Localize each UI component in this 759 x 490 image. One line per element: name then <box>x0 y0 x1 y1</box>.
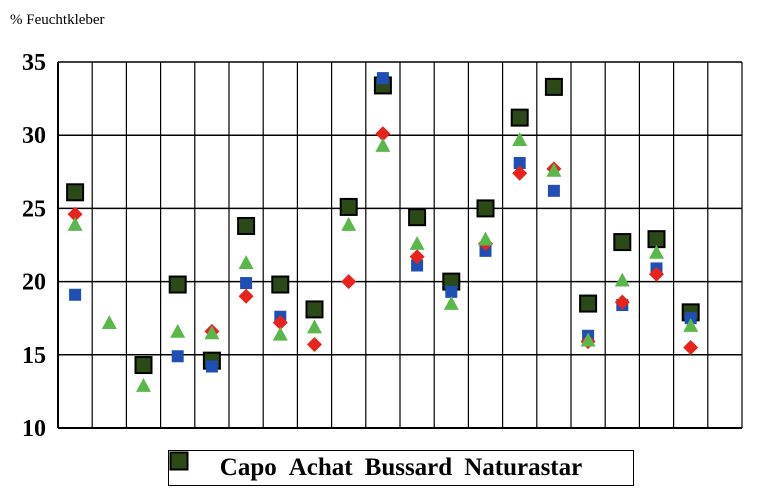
legend-item-bussard: Bussard <box>170 452 453 482</box>
point-naturastar-8 <box>305 300 324 319</box>
point-achat-11 <box>409 249 425 265</box>
point-naturastar-9 <box>339 197 358 216</box>
y-tick-label-10: 10 <box>22 416 46 442</box>
point-bussard-12 <box>443 296 459 310</box>
point-achat-7 <box>272 315 288 331</box>
point-capo-10 <box>376 72 389 85</box>
point-achat-14 <box>512 165 528 181</box>
point-achat-1 <box>67 206 83 222</box>
legend-label-capo: Capo <box>219 454 277 481</box>
point-bussard-19 <box>683 318 699 332</box>
y-tick-label-20: 20 <box>22 270 46 296</box>
point-capo-1 <box>69 288 82 301</box>
point-naturastar-14 <box>510 108 529 127</box>
legend-item-capo: Capo <box>171 453 277 482</box>
y-tick-label-25: 25 <box>22 196 46 222</box>
point-naturastar-11 <box>408 208 427 227</box>
point-bussard-10 <box>375 137 391 152</box>
point-bussard-8 <box>307 319 322 334</box>
legend-item-achat: Achat <box>169 451 353 482</box>
point-naturastar-17 <box>613 233 632 252</box>
point-achat-17 <box>614 294 630 310</box>
y-axis-label: % Feuchtkleber <box>10 12 105 28</box>
point-bussard-18 <box>649 244 664 259</box>
legend-marker-naturastar <box>169 451 189 471</box>
point-naturastar-15 <box>544 77 563 96</box>
point-bussard-16 <box>580 332 596 347</box>
point-naturastar-3 <box>134 356 153 375</box>
point-capo-12 <box>445 285 458 298</box>
point-bussard-3 <box>136 378 151 392</box>
point-bussard-15 <box>546 162 562 177</box>
point-achat-19 <box>683 339 699 355</box>
point-bussard-5 <box>204 325 220 340</box>
point-bussard-6 <box>238 255 254 269</box>
point-bussard-4 <box>170 323 186 338</box>
point-bussard-13 <box>478 231 493 246</box>
point-naturastar-6 <box>237 216 256 235</box>
legend-label-naturastar: Naturastar <box>464 454 583 481</box>
point-capo-15 <box>547 184 560 197</box>
point-capo-5 <box>205 360 218 373</box>
point-achat-10 <box>375 126 391 142</box>
y-tick-label-35: 35 <box>22 50 46 76</box>
point-achat-6 <box>238 288 254 304</box>
legend-item-naturastar: Naturastar <box>169 451 583 482</box>
point-naturastar-16 <box>579 294 598 313</box>
point-bussard-2 <box>101 315 117 329</box>
point-bussard-14 <box>512 132 528 146</box>
point-achat-9 <box>341 274 357 290</box>
legend-label-bussard: Bussard <box>364 454 453 481</box>
point-achat-8 <box>307 337 322 353</box>
point-bussard-11 <box>409 236 425 250</box>
point-bussard-1 <box>67 217 83 231</box>
point-bussard-9 <box>341 217 357 231</box>
point-bussard-7 <box>272 326 288 341</box>
legend: Capo Achat Bussard Naturastar <box>168 450 634 486</box>
y-tick-label-15: 15 <box>22 343 46 369</box>
point-bussard-17 <box>614 272 630 287</box>
point-naturastar-1 <box>66 183 85 202</box>
point-naturastar-7 <box>271 275 290 294</box>
point-capo-11 <box>411 259 424 272</box>
legend-label-achat: Achat <box>288 454 353 481</box>
point-naturastar-18 <box>647 230 666 249</box>
y-tick-label-30: 30 <box>22 123 46 149</box>
point-achat-18 <box>649 266 664 282</box>
point-capo-6 <box>240 277 253 290</box>
point-naturastar-4 <box>168 275 187 294</box>
point-naturastar-13 <box>476 199 495 218</box>
point-capo-14 <box>513 157 526 170</box>
point-capo-4 <box>171 350 184 363</box>
